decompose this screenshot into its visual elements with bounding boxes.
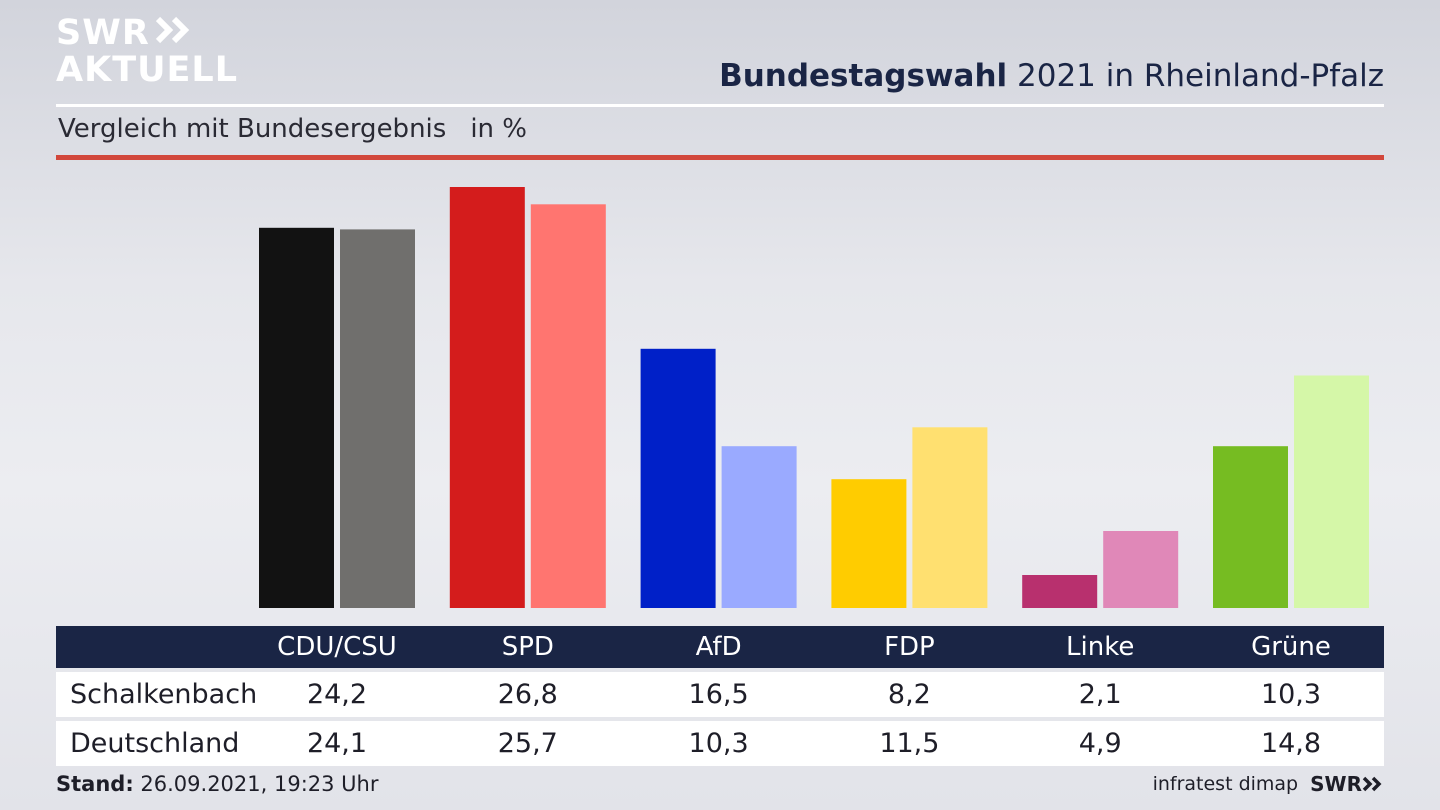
logo-text-aktuell: AKTUELL — [56, 50, 239, 90]
category-label: FDP — [884, 632, 935, 662]
results-table: CDU/CSU SPD AfD FDP Linke Grüne Schalkenbach … — [56, 626, 1384, 766]
category-label: CDU/CSU — [277, 632, 397, 662]
category-label: Grüne — [1251, 632, 1331, 662]
bar-spd-schalkenbach — [449, 187, 525, 608]
row-label: Deutschland — [70, 728, 240, 759]
subtitle-text: Vergleich mit Bundesergebnis — [58, 114, 447, 144]
value-cell: 10,3 — [688, 728, 749, 759]
value-cell: 24,1 — [306, 728, 368, 759]
bar-cdu-csu-schalkenbach — [259, 227, 334, 609]
value-cell: 10,3 — [1260, 679, 1322, 710]
double-chevron-icon — [1362, 776, 1382, 792]
timestamp: Stand: 26.09.2021, 19:23 Uhr — [56, 772, 379, 796]
row-label: Schalkenbach — [70, 679, 258, 710]
bar-fdp-schalkenbach — [831, 479, 907, 608]
value-cell: 16,5 — [688, 679, 749, 710]
stand-label: Stand: — [56, 772, 134, 796]
title-bold: Bundestagswahl — [719, 58, 1008, 94]
table-header: CDU/CSU SPD AfD FDP Linke Grüne — [56, 626, 1384, 668]
footer-logo: SWR — [1310, 772, 1384, 796]
footer-brand: SWR — [1310, 772, 1362, 796]
bar-linke-deutschland — [1103, 531, 1179, 608]
bar-cdu-csu-deutschland — [340, 229, 415, 608]
header-divider — [56, 104, 1384, 107]
bar-afd-deutschland — [721, 446, 797, 608]
bar-grüne-schalkenbach — [1213, 446, 1288, 608]
category-label: SPD — [501, 632, 554, 662]
value-cell: 26,8 — [497, 679, 558, 710]
bar-spd-deutschland — [530, 204, 606, 609]
category-label: AfD — [695, 632, 742, 662]
logo-text-swr: SWR — [56, 13, 150, 53]
bar-chart — [259, 187, 1369, 609]
value-cell: 2,1 — [1078, 679, 1122, 710]
source-label: infratest dimap — [1152, 773, 1299, 795]
unit-label: in % — [470, 114, 527, 144]
category-label: Linke — [1066, 632, 1135, 662]
value-cell: 24,2 — [306, 679, 368, 710]
page-title: Bundestagswahl 2021 in Rheinland-Pfalz — [719, 58, 1384, 94]
title-rest: 2021 in Rheinland-Pfalz — [1007, 58, 1384, 94]
bar-afd-schalkenbach — [640, 348, 716, 608]
chart-subtitle: Vergleich mit Bundesergebnis in % — [58, 114, 527, 144]
value-cell: 4,9 — [1078, 728, 1122, 759]
bar-linke-schalkenbach — [1022, 575, 1098, 608]
stand-value: 26.09.2021, 19:23 Uhr — [133, 772, 379, 796]
value-cell: 14,8 — [1260, 728, 1322, 759]
swr-aktuell-logo: SWR AKTUELL — [56, 16, 238, 88]
table-row-deutschland: Deutschland 24,1 25,7 10,3 11,5 4,9 14,8 — [56, 721, 1384, 766]
table-row-schalkenbach: Schalkenbach 24,2 26,8 16,5 8,2 2,1 10,3 — [56, 672, 1384, 717]
bar-grüne-deutschland — [1294, 375, 1369, 608]
double-chevron-icon — [154, 16, 194, 51]
bar-fdp-deutschland — [912, 427, 988, 608]
value-cell: 11,5 — [879, 728, 940, 759]
value-cell: 8,2 — [887, 679, 931, 710]
accent-divider — [56, 155, 1384, 160]
footer-source: infratest dimap SWR — [1153, 772, 1384, 796]
value-cell: 25,7 — [497, 728, 558, 759]
